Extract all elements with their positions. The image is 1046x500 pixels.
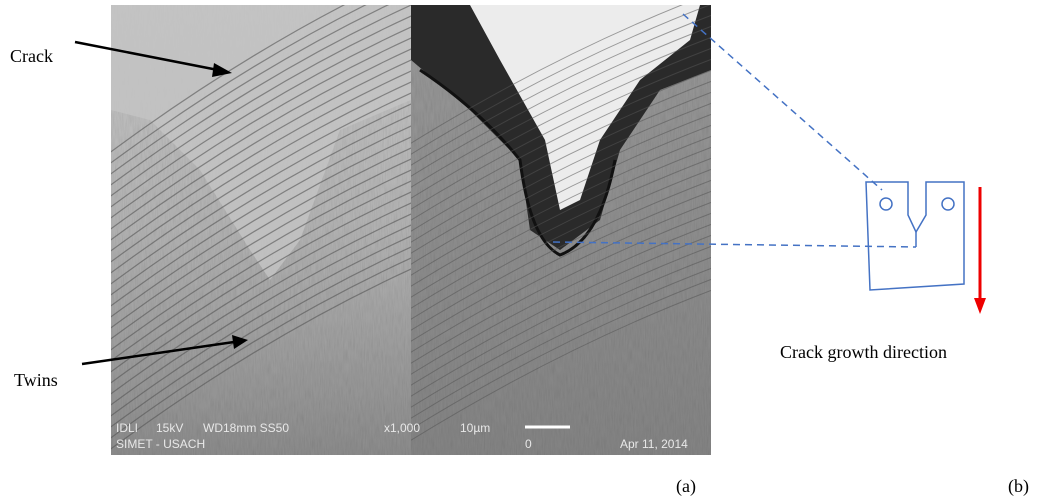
specimen-schematic <box>866 182 964 290</box>
page: {"figure": { "labels": {"crack": "Crack"… <box>0 0 1046 500</box>
sem-image-right <box>400 0 720 455</box>
sem-lab: SIMET - USACH <box>116 437 205 451</box>
sem-detector: IDLI <box>116 421 138 435</box>
sem-working-distance: WD18mm SS50 <box>203 421 289 435</box>
figure: IDLI 15kV WD18mm SS50 x1,000 10µm SIMET … <box>0 0 1046 500</box>
sem-magnification: x1,000 <box>384 421 420 435</box>
schematic-label: Crack growth direction <box>780 342 947 362</box>
growth-arrow-head <box>974 298 986 314</box>
crack-label: Crack <box>10 46 53 66</box>
twins-label: Twins <box>14 370 58 390</box>
sem-date: Apr 11, 2014 <box>620 437 688 451</box>
sem-zero: 0 <box>525 437 532 451</box>
sem-scale: 10µm <box>460 421 490 435</box>
sem-voltage: 15kV <box>156 421 183 435</box>
panel-label: (b) <box>1008 476 1029 497</box>
sem-image-left <box>100 0 420 457</box>
panel-label: (a) <box>676 476 696 497</box>
